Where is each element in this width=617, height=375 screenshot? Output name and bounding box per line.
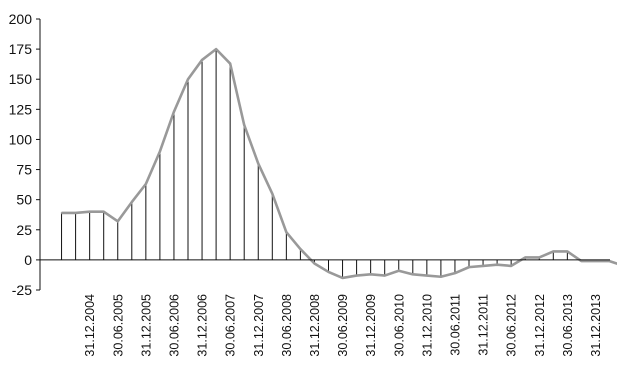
data-point [173,110,175,113]
data-point [454,272,456,274]
x-tick-label: 30.06.2005 [111,294,125,357]
data-point [341,277,344,279]
data-point [510,265,512,267]
y-tick-label: 150 [9,71,33,87]
data-point [271,192,274,195]
data-point [201,59,203,61]
data-point [482,265,484,267]
data-point [426,274,428,277]
data-point [369,273,372,276]
x-axis: 31.12.2004 30.06.2005 31.12.2005 30.06.2006… [40,259,610,357]
data-point [102,210,105,213]
data-point [566,250,569,253]
data-point [60,212,63,214]
y-tick-label: 200 [9,11,33,27]
x-tick-label: 30.06.2006 [167,294,181,357]
x-tick-label: 31.12.2010 [420,294,434,357]
data-point [243,124,245,126]
data-point [594,260,597,262]
series-line [61,47,617,280]
y-tick-label: 25 [16,222,32,238]
data-point [440,275,442,278]
data-point [327,271,330,273]
data-point [257,162,260,165]
data-point [187,78,189,81]
data-point [552,250,555,253]
data-point [131,201,133,203]
data-point [116,220,119,223]
y-tick-label: 175 [9,41,33,57]
data-point [145,183,147,185]
data-point [524,256,526,259]
y-tick-label: 0 [24,252,32,268]
data-point [580,260,583,262]
y-axis: -25 0 25 50 75 100 125 150 175 200 [9,11,41,298]
x-tick-label: 30.06.2009 [336,294,350,357]
data-point [412,273,414,276]
y-tick-label: -25 [12,282,32,298]
y-tick-label: 125 [9,101,33,117]
data-point [285,231,288,233]
data-point [383,274,386,277]
x-tick-label: 31.12.2012 [533,294,547,357]
data-point [88,210,91,213]
x-tick-label: 31.12.2008 [308,294,322,357]
data-point [215,48,217,50]
x-tick-label: 31.12.2007 [252,294,266,357]
drop-lines [61,49,610,278]
data-point [355,274,358,277]
series-group [60,47,617,280]
x-tick-label: 30.06.2008 [280,294,294,357]
x-tick-label: 30.06.2010 [392,294,406,357]
data-point [608,260,611,262]
x-tick-label: 31.12.2005 [139,294,153,357]
x-tick-label: 30.06.2011 [448,294,462,356]
data-point [397,269,400,272]
x-tick-label: 30.06.2007 [224,294,238,357]
x-tick-label: 31.12.2013 [589,294,603,357]
x-tick-label: 30.06.2012 [505,294,519,357]
x-tick-label: 31.12.2006 [196,294,210,357]
x-tick-label: 31.12.2009 [364,294,378,357]
y-tick-label: 100 [9,131,33,147]
data-point [229,62,231,65]
x-tick-label: 30.06.2013 [561,294,575,357]
data-point [496,263,498,266]
data-point [159,150,161,153]
y-tick-label: 75 [16,162,32,178]
x-tick-label: 31.12.2004 [83,294,97,357]
data-point [299,248,302,250]
data-point [468,266,470,268]
x-tick-label: 31.12.2011 [477,294,491,356]
y-tick-label: 50 [16,192,32,208]
data-point [538,256,541,259]
data-point [74,212,77,214]
data-point [313,262,316,265]
